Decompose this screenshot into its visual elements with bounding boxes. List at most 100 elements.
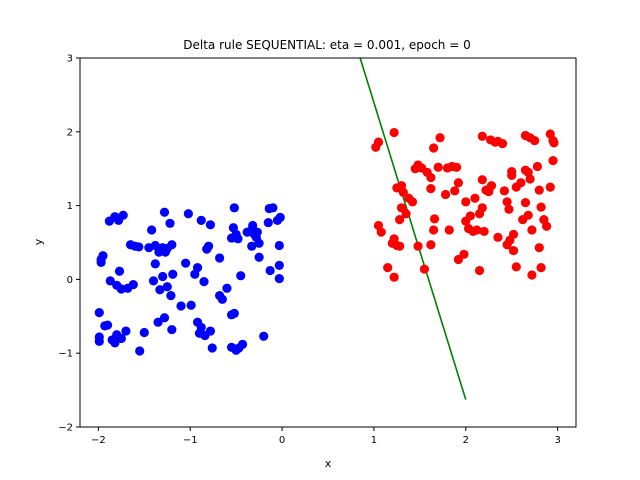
point-series-1-37 — [453, 178, 464, 188]
point-series-0-26 — [150, 259, 160, 269]
point-series-0-2 — [96, 257, 106, 268]
point-series-0-44 — [94, 308, 104, 318]
point-series-0-25 — [165, 218, 175, 228]
y-tick-label-4: 2 — [67, 127, 73, 138]
point-series-1-86 — [534, 185, 544, 195]
point-series-1-95 — [548, 155, 558, 166]
point-series-0-97 — [265, 265, 275, 276]
point-series-0-37 — [135, 346, 145, 356]
point-series-0-80 — [215, 253, 225, 263]
point-series-0-46 — [94, 336, 104, 346]
y-tick-label-0: −2 — [58, 423, 73, 434]
x-tick-label-3: 1 — [371, 435, 377, 446]
point-series-0-67 — [222, 283, 232, 293]
point-series-1-91 — [536, 262, 546, 273]
point-series-0-56 — [203, 241, 214, 251]
point-series-1-84 — [530, 136, 540, 146]
point-series-0-23 — [147, 225, 157, 235]
point-series-0-87 — [254, 238, 264, 248]
point-series-1-2 — [389, 127, 399, 138]
point-series-0-57 — [205, 220, 216, 230]
point-series-0-29 — [166, 291, 176, 301]
point-series-1-64 — [504, 204, 514, 214]
point-series-0-33 — [153, 317, 163, 327]
point-series-1-76 — [525, 174, 535, 184]
x-axis-label: x — [325, 457, 332, 470]
point-series-0-73 — [237, 339, 248, 349]
point-series-1-36 — [451, 162, 462, 172]
point-series-0-75 — [229, 203, 239, 213]
point-series-0-66 — [217, 294, 227, 304]
point-series-0-27 — [158, 271, 168, 282]
point-series-0-38 — [121, 326, 131, 336]
point-series-0-32 — [148, 276, 159, 286]
point-series-1-26 — [426, 240, 436, 250]
point-series-0-35 — [167, 324, 177, 335]
point-series-1-71 — [508, 246, 519, 256]
point-series-0-15 — [134, 242, 144, 252]
point-series-1-5 — [383, 262, 393, 273]
point-series-1-62 — [499, 186, 509, 196]
y-tick-label-3: 1 — [67, 201, 73, 212]
point-series-1-23 — [426, 172, 436, 183]
point-series-0-53 — [196, 215, 206, 225]
x-tick-label-4: 2 — [463, 435, 469, 446]
point-series-1-94 — [549, 138, 559, 148]
point-series-0-58 — [186, 300, 196, 310]
point-series-1-43 — [465, 211, 475, 221]
y-tick-label-1: −1 — [58, 349, 73, 360]
point-series-0-7 — [105, 276, 115, 286]
point-series-1-15 — [398, 187, 408, 197]
point-series-0-63 — [205, 326, 216, 336]
point-series-1-31 — [429, 143, 439, 153]
point-series-1-52 — [470, 193, 480, 203]
point-series-1-90 — [534, 243, 544, 253]
point-series-1-56 — [486, 181, 497, 191]
point-series-1-53 — [477, 175, 487, 185]
point-series-1-32 — [426, 184, 436, 194]
point-series-1-33 — [440, 189, 451, 200]
point-series-1-70 — [502, 240, 512, 250]
point-series-1-72 — [511, 262, 521, 272]
point-series-1-47 — [472, 225, 482, 235]
point-series-1-96 — [545, 182, 555, 192]
point-series-1-97 — [493, 232, 503, 242]
point-series-1-27 — [429, 225, 439, 235]
point-series-0-50 — [183, 209, 193, 219]
point-series-1-38 — [450, 186, 460, 196]
point-series-1-9 — [395, 241, 405, 251]
x-tick-label-0: −2 — [91, 435, 106, 446]
point-series-1-41 — [459, 249, 469, 259]
point-series-1-28 — [429, 214, 440, 224]
point-series-1-49 — [477, 203, 487, 213]
x-tick-label-2: 0 — [279, 435, 285, 446]
point-series-0-98 — [274, 260, 284, 270]
point-series-0-90 — [254, 252, 264, 262]
point-series-1-63 — [502, 197, 512, 207]
point-series-0-34 — [159, 313, 170, 323]
point-series-1-50 — [479, 226, 489, 237]
point-series-0-42 — [110, 338, 120, 348]
point-series-0-22 — [167, 240, 177, 250]
y-tick-label-5: 3 — [67, 54, 73, 65]
point-series-0-93 — [268, 203, 278, 213]
point-series-0-54 — [199, 277, 209, 287]
point-series-1-80 — [527, 225, 537, 235]
plot-frame — [79, 57, 577, 428]
point-series-1-61 — [497, 139, 508, 149]
point-series-1-39 — [444, 225, 454, 235]
point-series-1-46 — [474, 265, 485, 276]
point-series-0-99 — [274, 274, 284, 284]
point-series-0-79 — [233, 234, 243, 244]
point-series-0-81 — [236, 271, 246, 281]
point-series-1-77 — [520, 198, 531, 208]
point-series-1-4 — [376, 227, 386, 237]
point-series-0-95 — [275, 212, 285, 223]
point-series-0-49 — [181, 258, 191, 268]
y-axis-label: y — [32, 238, 45, 245]
y-tick-label-2: 0 — [67, 275, 73, 286]
point-series-1-51 — [461, 197, 471, 207]
chart-title: Delta rule SEQUENTIAL: eta = 0.001, epoc… — [183, 38, 470, 52]
point-series-1-25 — [419, 264, 430, 274]
